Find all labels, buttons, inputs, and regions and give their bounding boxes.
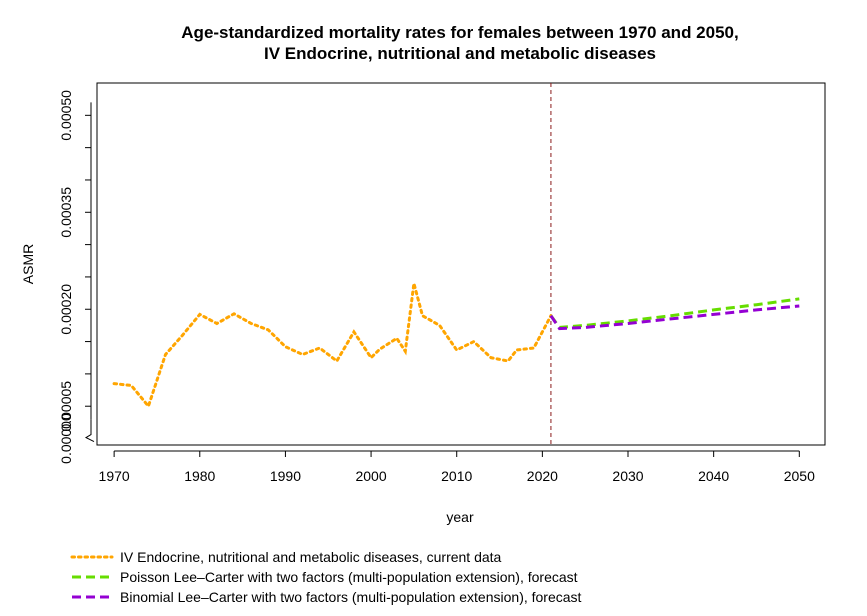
y-tick-label: 0.00005 (58, 381, 74, 432)
series-line-1 (112, 283, 553, 410)
legend-label-3: Binomial Lee–Carter with two factors (mu… (120, 589, 582, 605)
x-tick-label: 2010 (441, 468, 472, 484)
legend: IV Endocrine, nutritional and metabolic … (70, 549, 582, 605)
chart-title: Age-standardized mortality rates for fem… (181, 23, 738, 42)
y-tick-label: 0.00050 (58, 90, 74, 141)
x-axis: 1970 1980 1990 2000 2010 2020 2030 2040 2050 (99, 450, 815, 484)
x-tick-label: 1980 (184, 468, 215, 484)
legend-label-1: IV Endocrine, nutritional and metabolic … (120, 549, 502, 565)
y-tick-label: 0.00035 (58, 187, 74, 238)
series-line-2 (549, 297, 800, 329)
plot-layer (112, 83, 800, 445)
x-tick-label: 2040 (698, 468, 729, 484)
x-tick-label: 2030 (612, 468, 643, 484)
x-tick-label: 2000 (355, 468, 386, 484)
y-tick-label: 0.00000 (58, 413, 74, 464)
chart-subtitle: IV Endocrine, nutritional and metabolic … (264, 44, 656, 63)
series-line-3 (549, 304, 800, 331)
legend-label-2: Poisson Lee–Carter with two factors (mul… (120, 569, 578, 585)
x-tick-label: 2020 (527, 468, 558, 484)
y-axis-label: ASMR (20, 244, 36, 284)
y-tick-label: 0.00020 (58, 284, 74, 335)
plot-frame (96, 82, 826, 446)
x-tick-label: 1990 (270, 468, 301, 484)
axis-break-icon (84, 419, 95, 442)
x-axis-label: year (446, 509, 474, 525)
x-tick-label: 2050 (784, 468, 815, 484)
x-tick-label: 1970 (99, 468, 130, 484)
